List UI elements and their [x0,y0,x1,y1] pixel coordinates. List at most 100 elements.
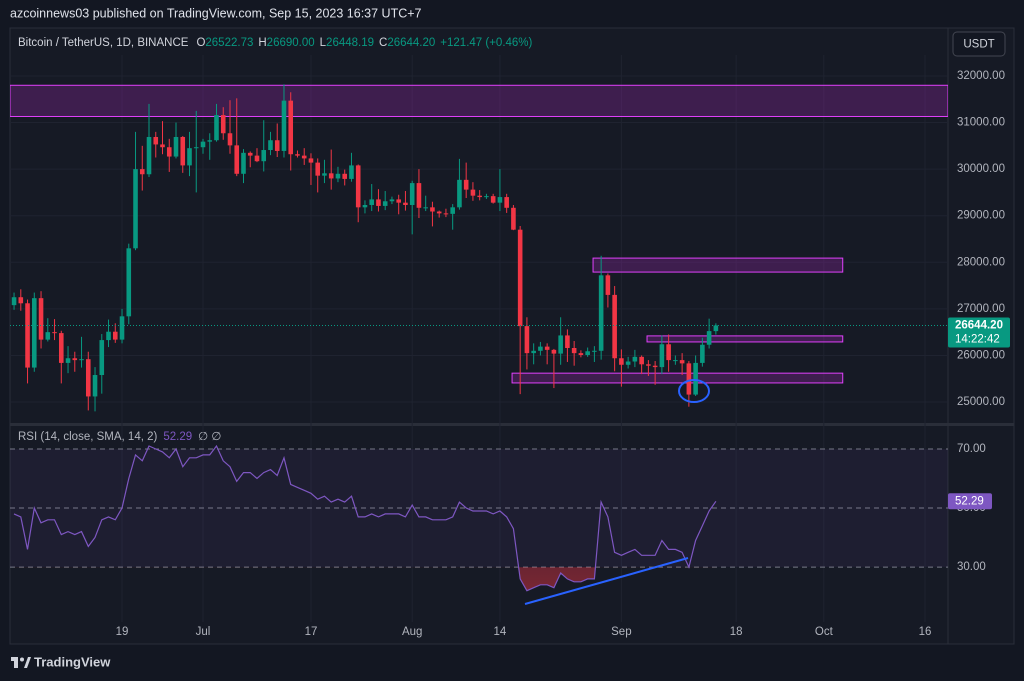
candle-body [301,155,307,159]
candle-body [355,165,361,208]
rsi-tick-label: 30.00 [957,561,986,573]
divergence-line [524,557,689,605]
candle-body [220,115,226,134]
candle-body [72,358,78,361]
candle-body [92,375,98,397]
candle-body [166,147,172,157]
candle-body [261,150,267,162]
currency[interactable]: USDT [963,39,994,51]
rsi-value: 52.29 [163,431,192,443]
candle-body [457,179,462,208]
candle-body [234,145,240,174]
candle-body [700,344,705,363]
candle-body [511,207,516,230]
candle-body [193,147,199,149]
candle-body [409,183,415,205]
x-tick-label: Oct [815,626,834,638]
candle-body [632,356,638,362]
candle-body [288,100,294,155]
candle-body [673,360,678,362]
x-tick-label: Aug [402,626,422,638]
candle-body [679,360,685,364]
logo-part [14,657,18,668]
candle-body [369,199,374,205]
candle-body [416,183,422,208]
candle-body [38,298,44,340]
y-tick-label: 28000.00 [957,256,1005,268]
rsi-value-label: 52.29 [955,495,984,507]
candle-body [362,204,368,208]
rsi-legend: RSI (14, close, SMA, 14, 2) 52.29 ∅ ∅ [18,431,221,443]
candle-body [180,136,186,166]
candle-body [31,298,37,368]
candle-body [531,350,536,354]
y-tick-label: 25000.00 [957,396,1005,408]
ohlc-label: L [320,37,327,49]
candle-body [281,100,287,151]
zone [646,335,844,343]
candle-body [146,136,152,175]
candle-body [126,248,132,317]
brand: TradingView [34,654,111,669]
y-tick-label: 29000.00 [957,210,1005,222]
symbol: Bitcoin / TetherUS, 1D, BINANCE [18,37,189,49]
rsi-tick-label: 70.00 [957,443,986,455]
candle-body [335,173,341,179]
candle-body [646,364,651,366]
candle-body [544,346,550,350]
candle-body [227,133,233,146]
candle-body [490,196,496,203]
candle-body [295,154,300,156]
candle-body [45,332,51,340]
candle-body [11,297,17,306]
candle-body [686,363,692,395]
candle-body [517,229,523,327]
zone [592,257,844,273]
candle-body [666,344,671,361]
candle-body [160,144,165,148]
currency-button[interactable] [952,31,1006,57]
candle-body [65,358,71,363]
candle-body [450,207,455,214]
candle-body [612,294,617,359]
candle-body [713,325,719,332]
candle-body [99,340,105,376]
candle-body [538,346,543,351]
candle-body [133,169,138,249]
x-tick-label: 19 [116,626,129,638]
candle-body [173,136,179,157]
highlight-ellipse [678,379,710,403]
candle-body [598,275,604,351]
x-tick-label: 14 [494,626,507,638]
x-tick-label: 17 [305,626,318,638]
zone [511,372,844,384]
candle-body [207,140,213,142]
candle-body [25,303,30,368]
ohlc-value: 26522.73 [205,37,253,49]
candle-body [268,140,273,151]
candle-body [470,189,476,196]
candle-body [625,361,631,365]
y-tick-label: 26000.00 [957,349,1005,361]
x-tick-label: 16 [919,626,932,638]
candle-body [605,275,611,295]
change: +121.47 (+0.46%) [440,37,532,49]
ohlc-label: C [379,37,387,49]
candle-body [328,173,334,179]
candle-body [652,365,658,368]
candle-body [389,199,395,202]
y-tick-label: 27000.00 [957,303,1005,315]
logo [11,657,31,668]
candle-body [524,326,530,354]
candle-body [382,201,388,206]
candle-body [463,179,469,190]
candle-body [565,335,570,349]
candle-body [58,333,64,363]
y-tick-label: 32000.00 [957,70,1005,82]
candle-body [254,155,260,162]
zone [10,84,948,117]
candle-body [706,331,712,345]
countdown: 14:22:42 [955,333,1000,345]
